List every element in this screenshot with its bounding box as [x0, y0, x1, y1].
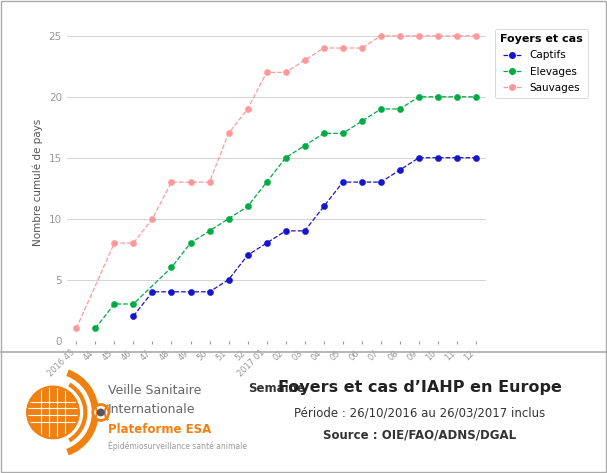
Circle shape [93, 404, 109, 420]
Y-axis label: Nombre cumulé de pays: Nombre cumulé de pays [33, 118, 43, 246]
Circle shape [97, 409, 105, 416]
Text: Foyers et cas d’IAHP en Europe: Foyers et cas d’IAHP en Europe [277, 380, 561, 395]
Text: Épidémiosurveillance santé animale: Épidémiosurveillance santé animale [108, 440, 247, 450]
Circle shape [27, 386, 79, 438]
Text: Plateforme ESA: Plateforme ESA [108, 423, 211, 436]
Text: Veille Sanitaire: Veille Sanitaire [108, 384, 201, 397]
Text: Internationale: Internationale [108, 403, 195, 416]
Text: Période : 26/10/2016 au 26/03/2017 inclus: Période : 26/10/2016 au 26/03/2017 inclu… [294, 407, 545, 420]
X-axis label: Semaine: Semaine [248, 382, 305, 394]
Legend: Captifs, Elevages, Sauvages: Captifs, Elevages, Sauvages [495, 29, 588, 98]
Text: Source : OIE/FAO/ADNS/DGAL: Source : OIE/FAO/ADNS/DGAL [323, 429, 516, 442]
